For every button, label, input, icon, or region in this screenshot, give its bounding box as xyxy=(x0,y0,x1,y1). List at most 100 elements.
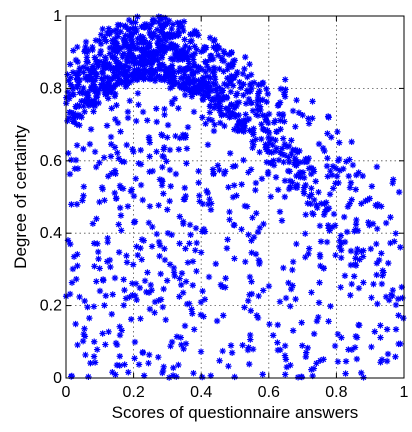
data-point xyxy=(284,167,292,175)
data-point xyxy=(286,177,294,185)
data-point xyxy=(134,70,141,77)
data-point xyxy=(309,372,316,380)
data-point xyxy=(175,79,182,87)
data-point xyxy=(292,295,299,303)
data-point xyxy=(353,355,361,363)
data-point xyxy=(117,184,124,191)
data-point xyxy=(211,36,218,43)
data-point xyxy=(88,75,96,83)
data-point xyxy=(145,289,153,296)
data-point xyxy=(321,147,328,155)
data-point xyxy=(274,102,282,109)
data-point xyxy=(146,305,154,313)
data-point xyxy=(391,238,398,245)
data-point xyxy=(247,307,255,314)
data-point xyxy=(126,97,133,105)
data-point xyxy=(231,255,238,262)
data-point xyxy=(210,95,218,103)
data-point xyxy=(189,310,196,317)
data-point xyxy=(145,57,153,65)
data-point xyxy=(114,48,121,56)
data-point xyxy=(267,193,275,200)
data-point xyxy=(182,131,189,139)
data-point xyxy=(118,227,125,234)
data-point xyxy=(345,172,352,180)
data-point xyxy=(186,81,193,88)
data-point xyxy=(347,292,354,299)
data-point xyxy=(220,68,227,75)
data-point xyxy=(341,272,349,279)
data-point xyxy=(231,57,238,64)
data-point xyxy=(131,355,138,362)
data-point xyxy=(221,80,228,88)
data-point xyxy=(235,99,243,106)
x-tick-label: 0.8 xyxy=(325,384,347,401)
data-point xyxy=(117,128,124,135)
data-point xyxy=(76,76,84,84)
data-point xyxy=(327,168,334,175)
data-point xyxy=(113,40,121,47)
data-point xyxy=(323,199,330,206)
data-point xyxy=(181,86,188,93)
data-point xyxy=(74,262,81,270)
data-point xyxy=(107,263,114,271)
data-point xyxy=(377,322,384,329)
data-point xyxy=(368,294,375,301)
data-point xyxy=(223,94,231,102)
data-point xyxy=(278,217,286,224)
data-point xyxy=(367,245,374,253)
data-point xyxy=(208,117,216,124)
data-point xyxy=(175,68,182,75)
data-point xyxy=(180,218,187,225)
data-point xyxy=(111,144,119,151)
data-point xyxy=(289,258,297,266)
data-point xyxy=(382,219,390,227)
data-point xyxy=(135,65,142,73)
data-point xyxy=(226,150,234,157)
data-point xyxy=(66,170,74,178)
data-point xyxy=(135,361,143,368)
data-point xyxy=(115,66,122,74)
data-point xyxy=(392,353,399,360)
data-point xyxy=(380,269,387,276)
data-point xyxy=(271,148,279,155)
data-point xyxy=(199,114,206,121)
data-point xyxy=(247,331,254,339)
data-point xyxy=(161,77,168,84)
data-point xyxy=(308,366,315,373)
data-point xyxy=(93,163,100,171)
data-point xyxy=(310,168,318,175)
data-point xyxy=(198,75,206,83)
data-point xyxy=(181,91,189,99)
data-point xyxy=(161,245,168,252)
data-point xyxy=(109,291,116,298)
data-point xyxy=(269,141,276,149)
data-point xyxy=(167,342,174,350)
data-point xyxy=(323,238,331,246)
data-point xyxy=(263,85,270,93)
data-point xyxy=(245,95,253,103)
data-point xyxy=(348,196,355,203)
data-point xyxy=(164,20,171,27)
data-point xyxy=(313,317,321,325)
data-point xyxy=(217,103,224,110)
data-point xyxy=(258,121,265,128)
data-point xyxy=(177,49,184,57)
data-point xyxy=(144,117,151,124)
data-point xyxy=(200,313,207,320)
data-point xyxy=(331,342,339,350)
data-point xyxy=(400,314,407,322)
data-point xyxy=(128,186,136,193)
data-point xyxy=(97,31,105,38)
data-point xyxy=(150,50,157,58)
data-point xyxy=(121,64,128,71)
data-point xyxy=(206,34,214,41)
data-point xyxy=(158,176,166,184)
data-point xyxy=(222,284,229,291)
data-point xyxy=(233,71,240,78)
data-point xyxy=(124,108,132,116)
data-point xyxy=(65,77,72,84)
data-point xyxy=(211,73,218,80)
data-point xyxy=(250,125,257,132)
data-point xyxy=(232,112,240,119)
